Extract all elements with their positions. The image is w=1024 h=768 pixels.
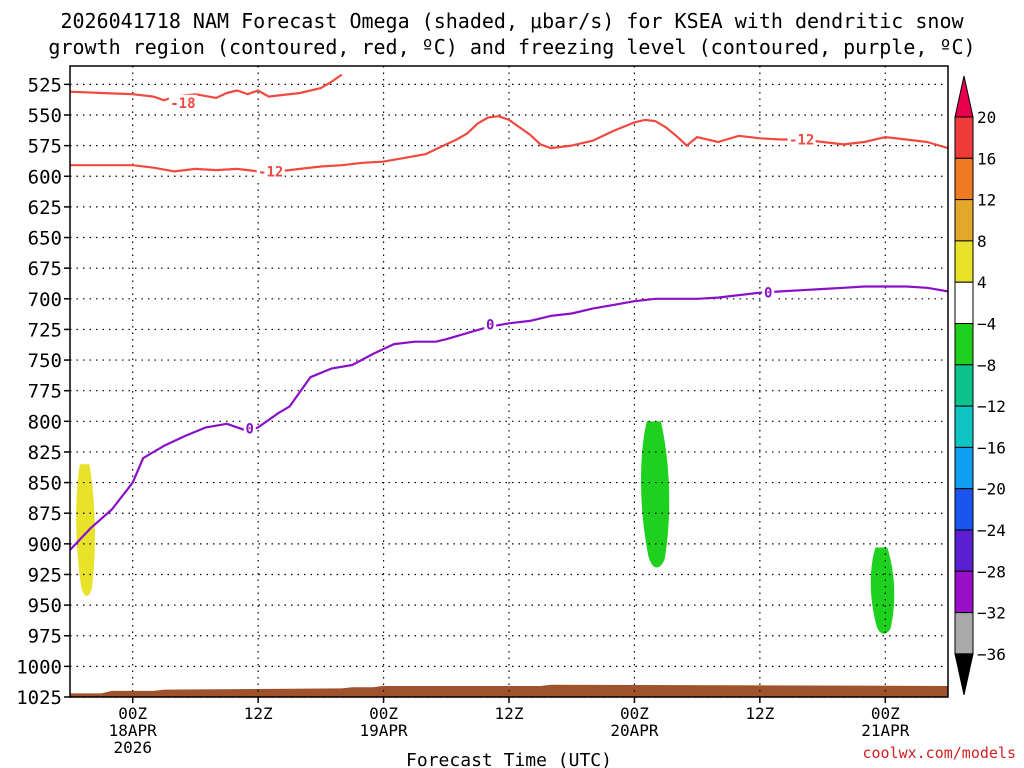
y-tick-label: 875: [28, 503, 62, 525]
contour-label: -12: [258, 164, 283, 180]
y-tick-label: 700: [28, 289, 62, 311]
colorbar-bottom-arrow: [954, 653, 974, 696]
x-tick-year: 2026: [113, 738, 152, 757]
y-tick-label: 650: [28, 228, 62, 250]
colorbar: 20 16 12 8 4 −4 −8 −12 −16 −20 −24 −28 −32 −36: [954, 75, 1006, 696]
x-tick-label: 00Z: [118, 704, 147, 723]
colorbar-label: 16: [977, 149, 996, 168]
colorbar-label: 12: [977, 191, 996, 210]
contour-label: 0: [486, 318, 494, 334]
y-tick-label: 550: [28, 105, 62, 127]
colorbar-label: −28: [977, 562, 1006, 581]
colorbar-swatch: [954, 157, 974, 201]
colorbar-label: −8: [977, 356, 996, 375]
y-tick-label: 925: [28, 564, 62, 586]
contour-label: 0: [246, 422, 254, 438]
chart-title-line2: growth region (contoured, red, ºC) and f…: [48, 35, 975, 59]
y-tick-label: 1025: [16, 687, 62, 709]
y-tick-label: 950: [28, 595, 62, 617]
y-tick-label: 1000: [16, 656, 62, 678]
plot-area: 525 550 575 600 625 650 675 700 725 750 775 800 825 8…: [16, 65, 949, 757]
y-tick-label: 675: [28, 258, 62, 280]
x-tick-label: 12Z: [244, 704, 273, 723]
contour-label-bg: [762, 284, 775, 300]
colorbar-label: 20: [977, 108, 996, 127]
y-tick-label: 900: [28, 534, 62, 556]
omega-shade-1: [641, 421, 670, 568]
colorbar-label: −24: [977, 521, 1006, 540]
colorbar-swatch: [954, 446, 974, 490]
colorbar-swatch: [954, 405, 974, 448]
contour-label-bg: [484, 316, 497, 332]
x-tick-label: 12Z: [745, 704, 774, 723]
colorbar-label: −4: [977, 315, 996, 334]
colorbar-label: −32: [977, 604, 1006, 623]
x-tick-label: 12Z: [495, 704, 524, 723]
colorbar-swatch: [954, 240, 974, 283]
contour-label-bg: [787, 131, 816, 147]
x-tick-date: 21APR: [861, 721, 910, 740]
x-tick-date: 19APR: [359, 721, 408, 740]
colorbar-top-arrow: [954, 75, 974, 118]
colorbar-swatch: [954, 364, 974, 407]
x-tick-label: 00Z: [871, 704, 900, 723]
y-tick-label: 575: [28, 136, 62, 158]
plot-frame: [69, 65, 949, 698]
x-tick-label: 00Z: [369, 704, 398, 723]
colorbar-label: −16: [977, 438, 1006, 457]
x-tick-date: 20APR: [610, 721, 659, 740]
x-tick-date: 18APR: [109, 721, 158, 740]
y-tick-label: 825: [28, 442, 62, 464]
contour-label: -18: [170, 96, 195, 112]
colorbar-swatch: [954, 199, 974, 242]
y-tick-label: 975: [28, 626, 62, 648]
colorbar-swatch: [954, 323, 974, 366]
colorbar-label: −20: [977, 480, 1006, 499]
x-axis-label: Forecast Time (UTC): [406, 750, 612, 768]
colorbar-label: −36: [977, 645, 1006, 664]
contour-label-bg: [256, 163, 285, 179]
colorbar-swatch: [954, 529, 974, 572]
contour-label: -12: [789, 133, 814, 149]
chart-title-line1: 2026041718 NAM Forecast Omega (shaded, μ…: [60, 9, 964, 33]
contour-label: 0: [764, 286, 772, 302]
credit-text: coolwx.com/models: [862, 744, 1016, 762]
colorbar-label: −12: [977, 397, 1006, 416]
x-tick-label: 00Z: [620, 704, 649, 723]
y-tick-label: 625: [28, 197, 62, 219]
contour-line-2: [70, 285, 948, 551]
y-tick-label: 775: [28, 381, 62, 403]
y-tick-label: 850: [28, 473, 62, 495]
colorbar-label: 4: [977, 273, 987, 292]
contour-label-bg: [243, 420, 256, 436]
contour-line-0: [70, 73, 343, 102]
y-tick-label: 750: [28, 350, 62, 372]
y-tick-label: 725: [28, 319, 62, 341]
y-tick-label: 525: [28, 74, 62, 96]
colorbar-swatch: [954, 612, 974, 655]
contour-label-bg: [168, 94, 197, 110]
colorbar-swatch: [954, 116, 974, 159]
contour-line-1: [70, 115, 948, 173]
omega-shade-0: [76, 464, 95, 596]
omega-shade-2: [870, 547, 895, 634]
y-tick-label: 600: [28, 166, 62, 188]
colorbar-swatch: [954, 570, 974, 614]
colorbar-label: 8: [977, 232, 987, 251]
colorbar-swatch: [954, 488, 974, 531]
colorbar-swatch: [954, 281, 974, 325]
y-tick-label: 800: [28, 411, 62, 433]
